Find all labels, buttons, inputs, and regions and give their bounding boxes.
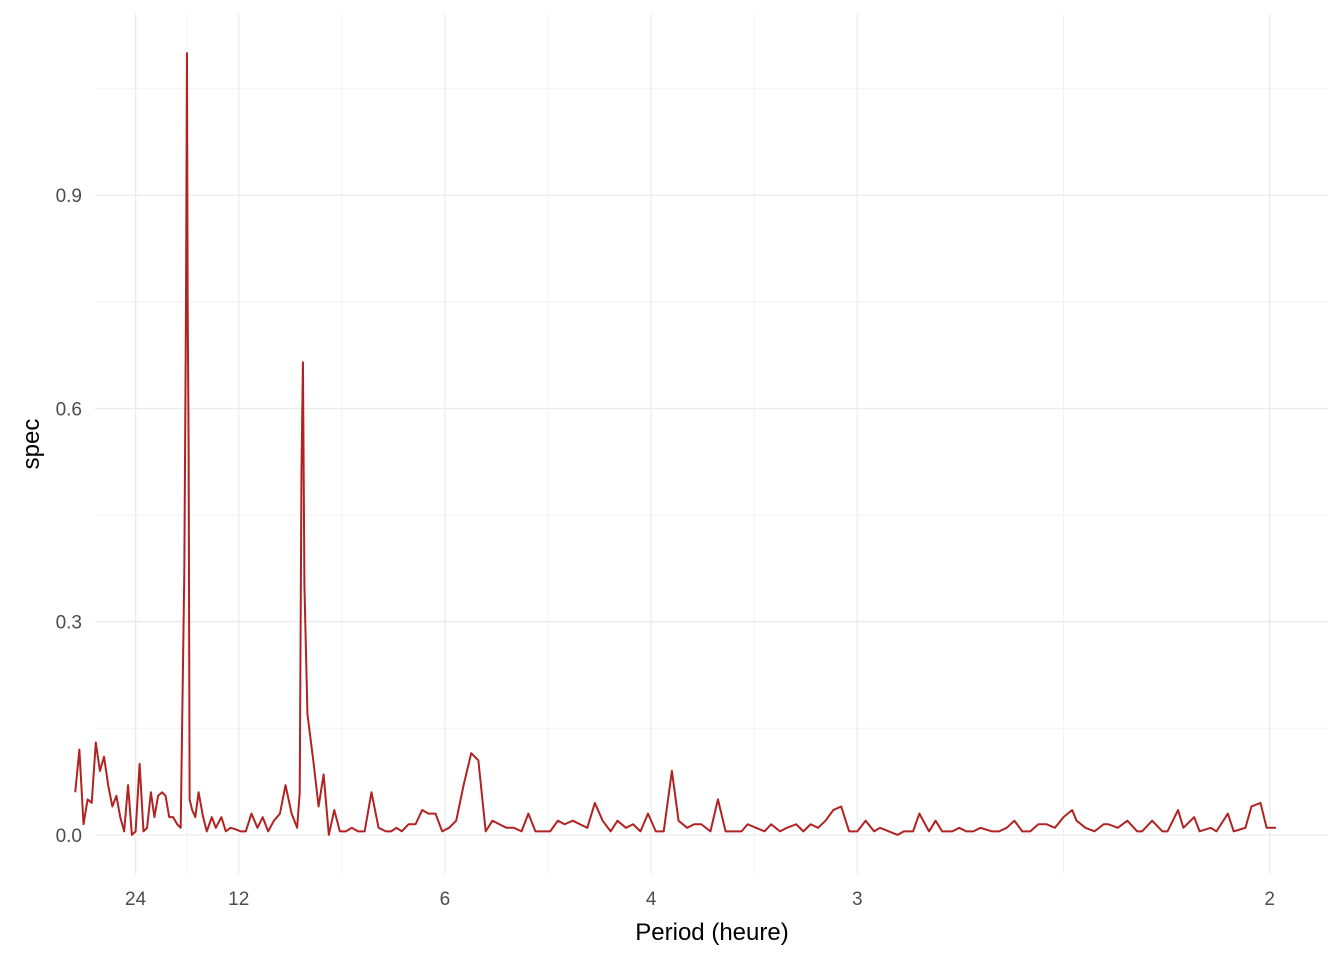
x-tick-label: 2 bbox=[1264, 889, 1275, 910]
x-tick-label: 12 bbox=[228, 889, 249, 910]
major-grid bbox=[95, 14, 1328, 874]
y-tick-label: 0.0 bbox=[56, 826, 82, 847]
minor-grid bbox=[95, 14, 1328, 874]
y-tick-label: 0.3 bbox=[56, 613, 82, 634]
y-tick-label: 0.6 bbox=[56, 399, 82, 420]
y-axis-ticks: 0.0 0.3 0.6 0.9 bbox=[56, 186, 82, 847]
y-axis-title: spec bbox=[18, 419, 45, 470]
x-axis-ticks: 24 12 6 4 3 2 bbox=[125, 889, 1275, 910]
x-tick-label: 24 bbox=[125, 889, 147, 910]
plot-area bbox=[74, 52, 1276, 836]
x-tick-label: 3 bbox=[852, 889, 863, 910]
x-tick-label: 6 bbox=[440, 889, 451, 910]
x-axis-title: Period (heure) bbox=[635, 919, 788, 946]
y-tick-label: 0.9 bbox=[56, 186, 82, 207]
spectrum-series-line bbox=[74, 52, 1276, 836]
x-tick-label: 4 bbox=[646, 889, 657, 910]
